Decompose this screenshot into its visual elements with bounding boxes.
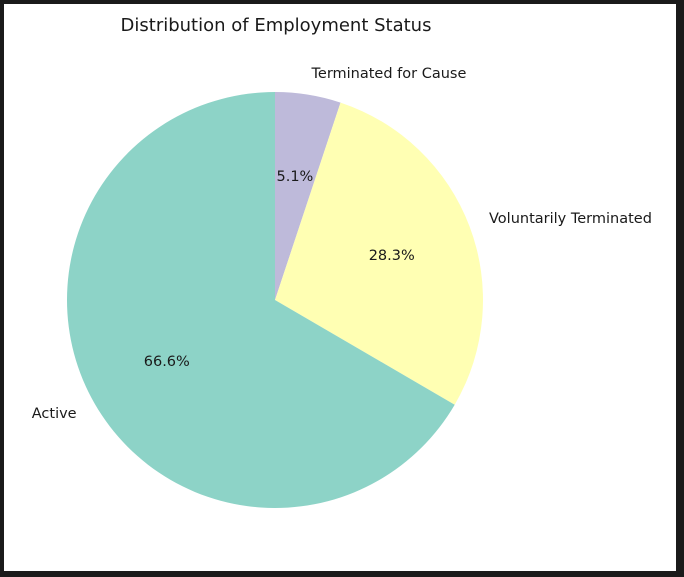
pie-slices bbox=[67, 92, 484, 508]
pie-pct-label-voluntarily-terminated: 28.3% bbox=[369, 248, 415, 264]
pie-pct-label-active: 66.6% bbox=[144, 354, 190, 370]
pie-labels: 5.1% Terminated for Cause 28.3% Voluntarily… bbox=[32, 66, 652, 422]
pie-category-label-voluntarily-terminated: Voluntarily Terminated bbox=[489, 211, 652, 227]
pie-slice-terminated-for-cause bbox=[275, 92, 341, 300]
chart-title: Distribution of Employment Status bbox=[121, 15, 432, 36]
pie-slice-active bbox=[67, 92, 455, 508]
pie-pct-label-terminated-for-cause: 5.1% bbox=[276, 169, 313, 185]
pie-category-label-terminated-for-cause: Terminated for Cause bbox=[311, 66, 467, 82]
pie-slice-voluntarily-terminated bbox=[275, 102, 484, 405]
pie-category-label-active: Active bbox=[32, 406, 77, 422]
